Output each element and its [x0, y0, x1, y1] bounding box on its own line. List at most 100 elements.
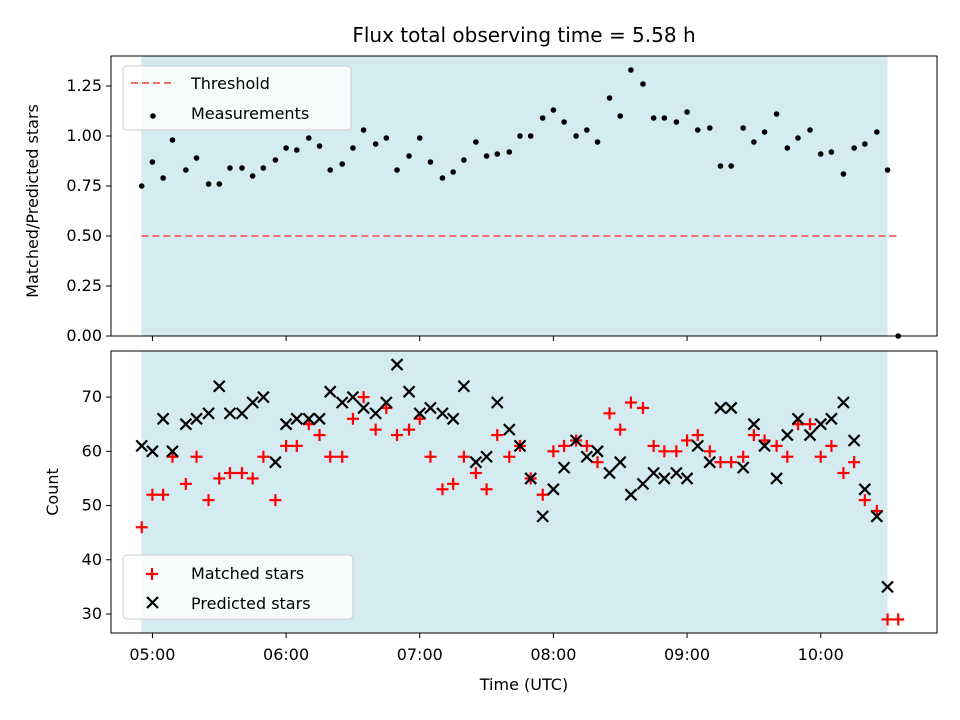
x-tick-label: 09:00 [664, 645, 710, 664]
count-panel-frame [110, 350, 938, 634]
matched-star-marker [235, 467, 248, 480]
matched-star-marker [157, 488, 170, 501]
predicted-stars-layer [135, 358, 894, 594]
measurement-point [606, 95, 613, 101]
y-tick-label: 40 [82, 550, 102, 569]
matched-star-marker [313, 429, 326, 442]
matched-legend-swatch [146, 568, 158, 580]
predicted-star-marker [166, 445, 179, 458]
measurement-point [573, 133, 579, 139]
measurement-point [840, 171, 847, 177]
predicted-star-marker [569, 434, 583, 447]
predicted-star-marker [223, 407, 237, 420]
matched-star-marker [580, 439, 593, 452]
ratio-panel-legend: Threshold Measurements [122, 65, 352, 131]
y-tick-label: 0.00 [66, 326, 102, 345]
matched-stars-layer [135, 391, 905, 626]
x-tick-label: 06:00 [263, 645, 309, 664]
matched-star-marker [703, 445, 716, 458]
measurement-point [339, 161, 346, 167]
predicted-star-marker [758, 439, 771, 453]
measurement-point [761, 129, 768, 135]
measurement-point [506, 149, 513, 155]
count-panel-legend: Matched stars Predicted stars [122, 554, 354, 620]
predicted-star-marker [369, 407, 382, 420]
predicted-star-marker [257, 390, 270, 404]
measurement-point [874, 129, 880, 135]
measurements-legend-swatch [150, 113, 156, 119]
count-panel-y-ticks: 30 40 50 60 70 [82, 387, 111, 623]
y-tick-label: 0.25 [66, 276, 102, 295]
matched-star-marker [190, 450, 203, 463]
measurement-point [450, 169, 456, 175]
predicted-star-marker [269, 455, 282, 469]
predicted-star-marker [791, 412, 805, 426]
matched-star-marker [825, 439, 838, 452]
predicted-star-marker [636, 477, 650, 491]
y-tick-label: 60 [82, 441, 102, 460]
predicted-star-marker [770, 472, 783, 485]
matched-star-marker [369, 423, 382, 436]
y-tick-label: 1.25 [66, 76, 102, 95]
measurement-point [183, 167, 189, 173]
matched-star-marker [290, 439, 303, 452]
measurement-point [828, 149, 835, 155]
ratio-panel-ylabel: Matched/Predicted stars [23, 104, 42, 298]
predicted-star-marker [513, 439, 527, 453]
measurement-point [795, 135, 801, 141]
measurement-point [461, 157, 467, 163]
measurement-point [149, 159, 156, 165]
matched-star-marker [737, 450, 750, 463]
matched-star-marker [725, 456, 738, 469]
matched-star-marker [536, 488, 549, 501]
predicted-star-marker [246, 396, 259, 409]
y-tick-label: 70 [82, 387, 102, 406]
predicted-star-marker [524, 472, 537, 485]
predicted-star-marker [847, 434, 861, 447]
measurement-point [773, 111, 780, 117]
matched-star-marker [781, 450, 794, 463]
predicted-star-marker [557, 461, 571, 474]
predicted-star-marker [390, 358, 404, 371]
predicted-star-marker [302, 412, 316, 426]
measurement-point [673, 119, 680, 125]
matched-star-marker [747, 429, 760, 442]
predicted-star-marker [346, 390, 360, 404]
measurement-point [416, 135, 423, 141]
predicted-star-marker [536, 510, 549, 523]
predicted-star-marker [624, 488, 638, 501]
predicted-star-marker [290, 412, 304, 426]
legend-box [122, 65, 352, 131]
x-tick-label: 10:00 [798, 645, 844, 664]
predicted-star-marker [146, 445, 159, 458]
threshold-legend-label: Threshold [190, 74, 270, 93]
matched-star-marker [670, 445, 683, 458]
predicted-star-marker [591, 445, 604, 458]
matched-star-marker [447, 477, 460, 490]
matched-star-marker [614, 423, 627, 436]
predicted-legend-swatch [146, 596, 159, 609]
measurement-point [350, 145, 356, 151]
measurement-point [473, 139, 479, 145]
predicted-star-marker [490, 396, 504, 409]
predicted-star-marker [446, 412, 460, 426]
measurement-point [584, 127, 590, 133]
predicted-star-marker [469, 455, 483, 469]
predicted-star-marker [436, 407, 449, 420]
measurement-point [216, 181, 223, 187]
x-tick-label: 05:00 [129, 645, 175, 664]
measurement-point [260, 165, 267, 171]
matched-star-marker [658, 445, 671, 458]
measurement-point [193, 155, 200, 161]
matched-star-marker [491, 429, 504, 442]
predicted-star-marker [413, 407, 427, 420]
measurements-layer [138, 67, 902, 339]
measurement-point [169, 137, 176, 143]
measurement-point [539, 115, 546, 121]
matched-star-marker [202, 494, 215, 507]
predicted-star-marker [680, 472, 694, 485]
predicted-star-marker [736, 461, 750, 474]
measurement-point [550, 107, 557, 113]
count-panel-ylabel: Count [43, 468, 62, 516]
matched-star-marker [469, 467, 482, 480]
